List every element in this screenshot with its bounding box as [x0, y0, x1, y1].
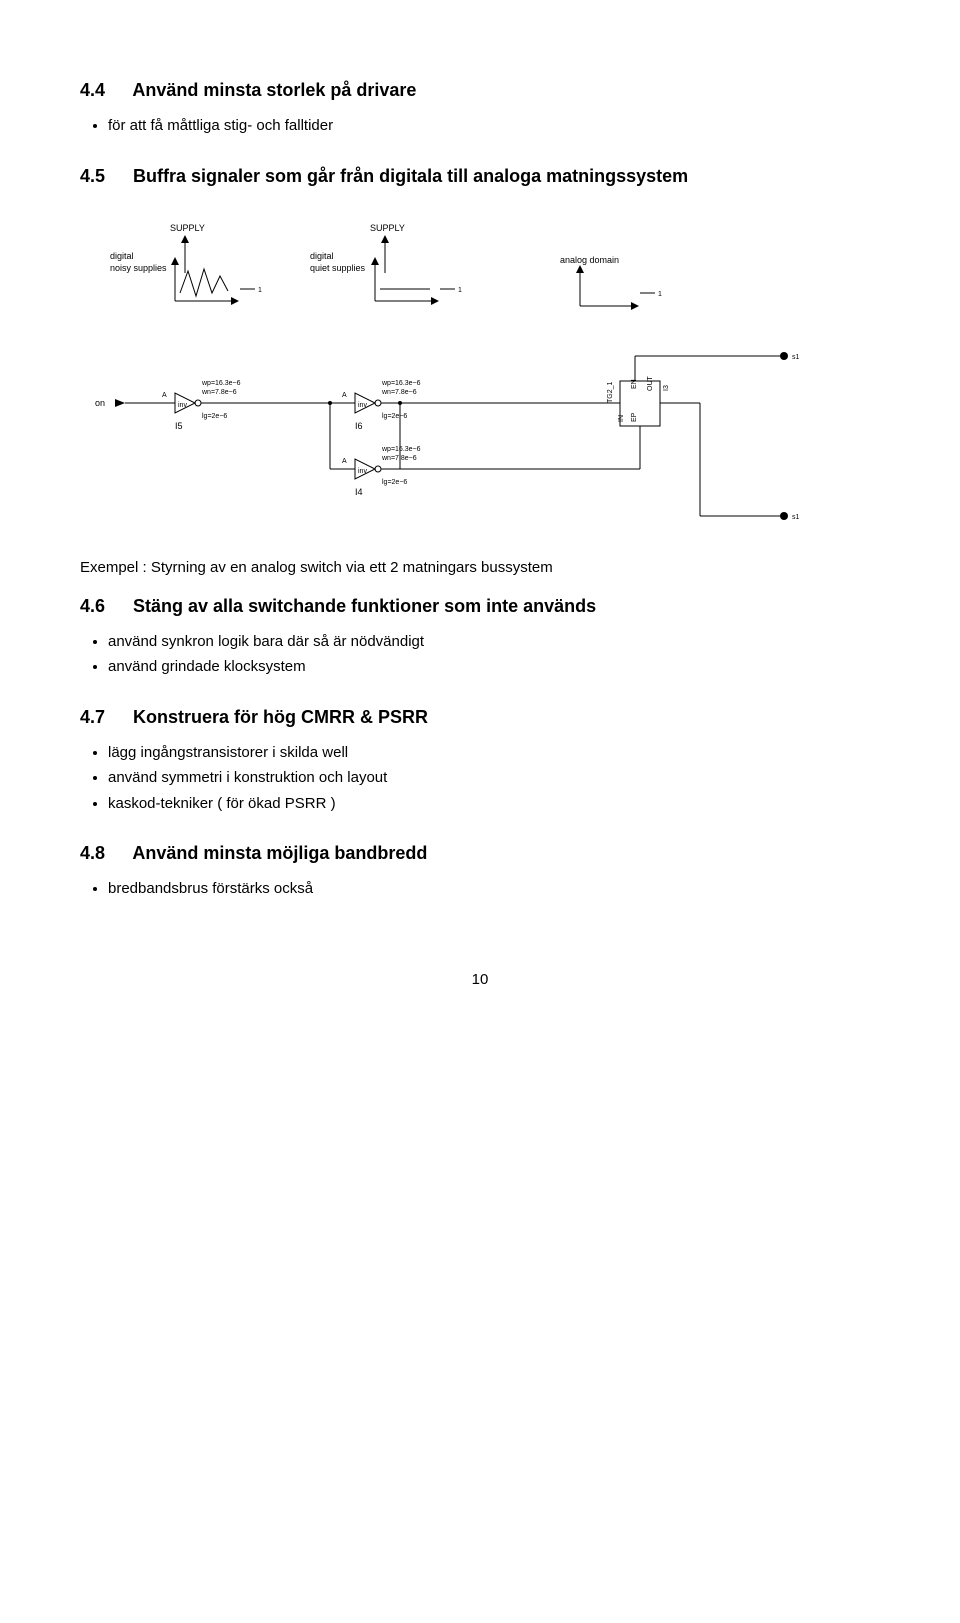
svg-text:wn=7.8e−6: wn=7.8e−6	[381, 455, 417, 462]
svg-text:A: A	[342, 458, 347, 465]
heading-title: Använd minsta möjliga bandbredd	[132, 843, 427, 863]
list-item: för att få måttliga stig- och falltider	[108, 115, 880, 138]
svg-text:1: 1	[258, 287, 262, 294]
inverter-i6: A inv wp=16.3e−6 wn=7.8e−6 lg=2e−6 I6	[342, 380, 620, 431]
example-caption: Exempel : Styrning av en analog switch v…	[80, 559, 880, 576]
inverter-i5: A inv wp=16.3e−6 wn=7.8e−6 lg=2e−6 I5	[162, 380, 355, 431]
svg-text:A: A	[342, 392, 347, 399]
page-number: 10	[80, 971, 880, 988]
svg-text:IN: IN	[618, 415, 625, 422]
terminal-s1-top: s1	[780, 352, 800, 361]
list-item: använd synkron logik bara där så är nödv…	[108, 631, 880, 654]
svg-text:TG2_1: TG2_1	[607, 381, 614, 403]
list-item: lägg ingångstransistorer i skilda well	[108, 742, 880, 765]
heading-num: 4.4	[80, 80, 128, 101]
svg-text:lg=2e−6: lg=2e−6	[382, 479, 407, 486]
transmission-gate: TG2_1 IN EN EP OUT I3	[607, 356, 780, 516]
list-item: använd grindade klocksystem	[108, 656, 880, 679]
svg-text:on: on	[95, 398, 105, 408]
svg-text:s1: s1	[792, 354, 800, 361]
svg-text:1: 1	[458, 287, 462, 294]
svg-text:EP: EP	[631, 412, 638, 422]
svg-text:1: 1	[658, 291, 662, 298]
bullets-4-8: bredbandsbrus förstärks också	[80, 878, 880, 901]
heading-title: Konstruera för hög CMRR & PSRR	[133, 707, 428, 727]
digital-noisy-label-2: noisy supplies	[110, 263, 167, 273]
svg-text:I3: I3	[663, 385, 670, 391]
terminal-s1-bottom: s1	[780, 512, 800, 521]
svg-text:lg=2e−6: lg=2e−6	[382, 413, 407, 420]
svg-text:I5: I5	[175, 421, 183, 431]
heading-4-5: 4.5 Buffra signaler som går från digital…	[80, 166, 880, 187]
circuit-diagram: SUPPLY SUPPLY digital noisy supplies dig…	[80, 211, 880, 541]
heading-4-4: 4.4 Använd minsta storlek på drivare	[80, 80, 880, 101]
list-item: använd symmetri i konstruktion och layou…	[108, 767, 880, 790]
heading-num: 4.8	[80, 843, 128, 864]
input-on: on	[95, 398, 175, 408]
analog-arrow: 1	[576, 265, 662, 310]
heading-num: 4.7	[80, 707, 128, 728]
heading-4-6: 4.6 Stäng av alla switchande funktioner …	[80, 596, 880, 617]
svg-text:OUT: OUT	[647, 375, 654, 391]
svg-text:wn=7.8e−6: wn=7.8e−6	[381, 389, 417, 396]
digital-noisy-label-1: digital	[110, 251, 134, 261]
svg-text:I6: I6	[355, 421, 363, 431]
list-item: kaskod-tekniker ( för ökad PSRR )	[108, 793, 880, 816]
svg-text:wp=16.3e−6: wp=16.3e−6	[381, 446, 421, 453]
svg-text:wn=7.8e−6: wn=7.8e−6	[201, 389, 237, 396]
svg-text:inv: inv	[178, 402, 187, 409]
svg-text:I4: I4	[355, 487, 363, 497]
heading-num: 4.5	[80, 166, 128, 187]
svg-text:SUPPLY: SUPPLY	[370, 223, 405, 233]
svg-text:inv: inv	[358, 468, 367, 475]
heading-4-8: 4.8 Använd minsta möjliga bandbredd	[80, 843, 880, 864]
svg-text:A: A	[162, 392, 167, 399]
heading-title: Använd minsta storlek på drivare	[132, 80, 416, 100]
svg-text:lg=2e−6: lg=2e−6	[202, 413, 227, 420]
heading-title: Stäng av alla switchande funktioner som …	[133, 596, 596, 616]
heading-num: 4.6	[80, 596, 128, 617]
svg-text:wp=16.3e−6: wp=16.3e−6	[201, 380, 241, 387]
svg-text:wp=16.3e−6: wp=16.3e−6	[381, 380, 421, 387]
svg-text:SUPPLY: SUPPLY	[170, 223, 205, 233]
svg-text:s1: s1	[792, 514, 800, 521]
bullets-4-6: använd synkron logik bara där så är nödv…	[80, 631, 880, 679]
heading-4-7: 4.7 Konstruera för hög CMRR & PSRR	[80, 707, 880, 728]
bullets-4-4: för att få måttliga stig- och falltider	[80, 115, 880, 138]
digital-quiet-label-2: quiet supplies	[310, 263, 366, 273]
svg-text:inv: inv	[358, 402, 367, 409]
analog-domain-label: analog domain	[560, 255, 619, 265]
bullets-4-7: lägg ingångstransistorer i skilda well a…	[80, 742, 880, 816]
digital-quiet-label-1: digital	[310, 251, 334, 261]
heading-title: Buffra signaler som går från digitala ti…	[133, 166, 688, 186]
circuit-svg: SUPPLY SUPPLY digital noisy supplies dig…	[80, 211, 820, 541]
inverter-i4: A inv wp=16.3e−6 wn=7.8e−6 lg=2e−6 I4	[328, 401, 640, 497]
list-item: bredbandsbrus förstärks också	[108, 878, 880, 901]
